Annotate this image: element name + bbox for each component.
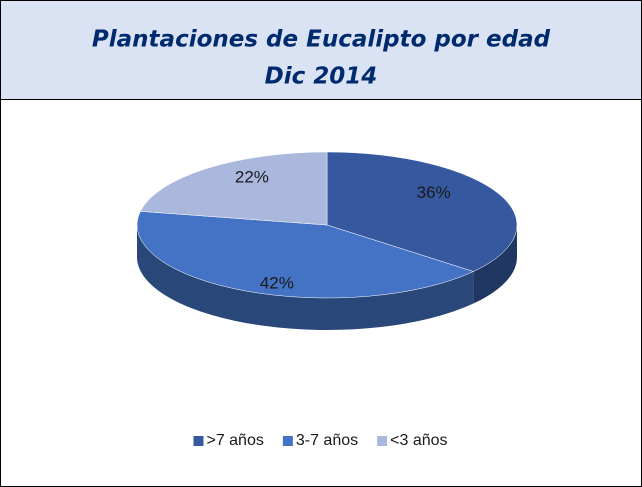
legend-swatch bbox=[282, 436, 293, 446]
slice-side bbox=[473, 225, 517, 304]
slice bbox=[139, 151, 328, 226]
legend-label: >7 años bbox=[206, 432, 263, 449]
slice bbox=[136, 211, 475, 299]
legend-label: 3-7 años bbox=[296, 432, 358, 449]
chart-subtitle: Dic 2014 bbox=[265, 64, 378, 90]
data-label: 36% bbox=[417, 183, 451, 202]
data-label: 22% bbox=[235, 168, 269, 187]
data-label: 42% bbox=[260, 273, 294, 292]
legend-label: <3 años bbox=[390, 432, 447, 449]
slice bbox=[326, 151, 518, 272]
slice-side bbox=[137, 225, 474, 330]
chart-title: Plantaciones de Eucalipto por edad bbox=[92, 27, 551, 53]
legend-swatch bbox=[377, 436, 388, 446]
legend-swatch bbox=[193, 436, 204, 446]
title-box bbox=[0, 0, 642, 100]
